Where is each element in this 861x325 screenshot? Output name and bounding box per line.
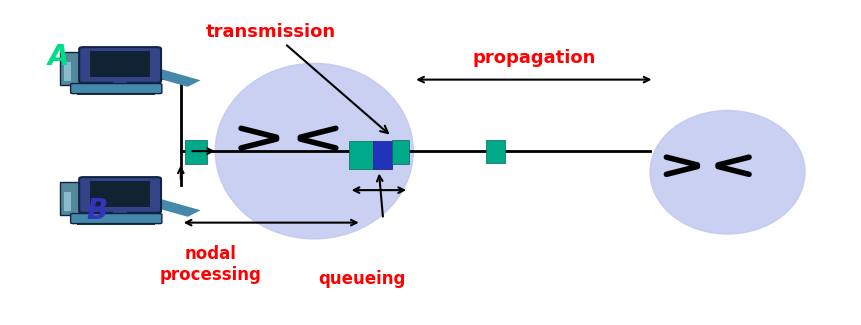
- Bar: [60, 52, 84, 84]
- Bar: [113, 80, 127, 88]
- FancyBboxPatch shape: [79, 177, 161, 213]
- Bar: [392, 140, 409, 164]
- Bar: [91, 87, 150, 93]
- Bar: [90, 51, 150, 77]
- FancyBboxPatch shape: [71, 84, 162, 94]
- FancyBboxPatch shape: [79, 47, 161, 83]
- Ellipse shape: [650, 111, 805, 234]
- FancyArrow shape: [126, 63, 201, 87]
- Bar: [373, 141, 392, 169]
- Bar: [349, 141, 373, 169]
- Bar: [91, 217, 150, 223]
- Text: transmission: transmission: [206, 23, 388, 133]
- Bar: [64, 62, 71, 81]
- Bar: [113, 210, 127, 218]
- Bar: [60, 182, 84, 215]
- Bar: [185, 140, 207, 164]
- Text: propagation: propagation: [472, 49, 596, 67]
- Text: nodal
processing: nodal processing: [160, 245, 262, 284]
- Bar: [90, 181, 150, 207]
- Ellipse shape: [215, 63, 413, 239]
- FancyBboxPatch shape: [71, 214, 162, 224]
- Bar: [77, 222, 155, 225]
- Bar: [64, 192, 71, 211]
- Bar: [486, 140, 505, 163]
- Text: B: B: [86, 197, 108, 225]
- Bar: [77, 92, 155, 95]
- FancyArrow shape: [126, 193, 201, 217]
- Text: A: A: [47, 43, 69, 71]
- Text: queueing: queueing: [318, 270, 406, 289]
